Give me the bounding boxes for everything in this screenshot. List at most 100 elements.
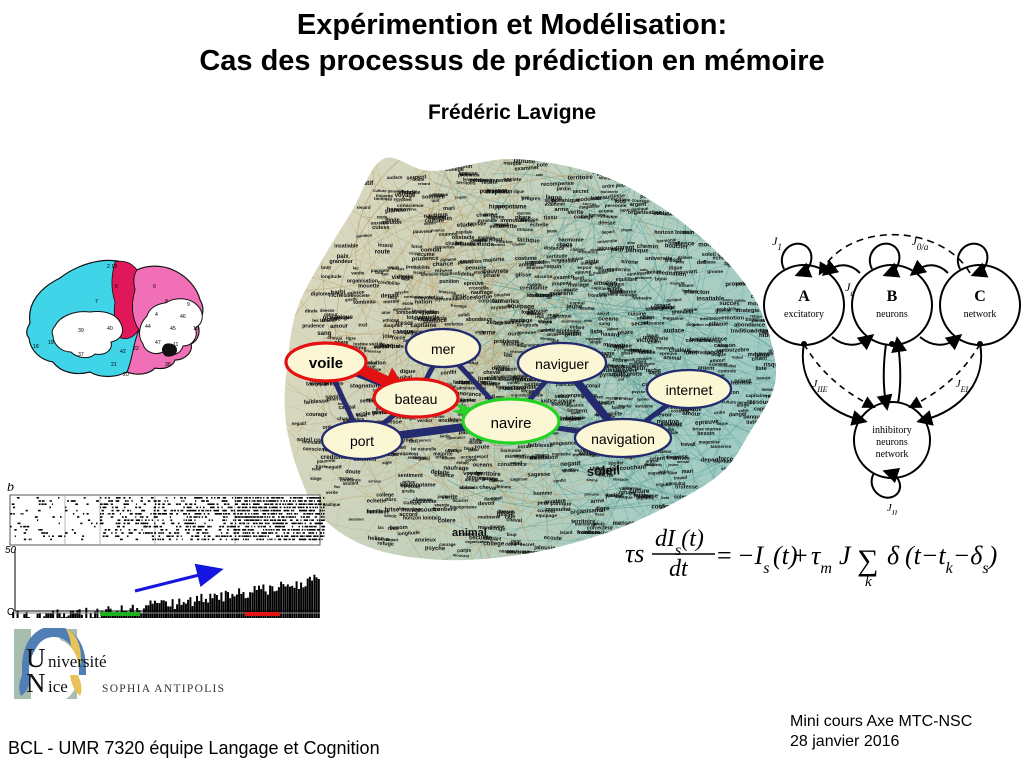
svg-text:dauphin: dauphin — [428, 214, 453, 222]
svg-text:moyenne: moyenne — [604, 282, 624, 287]
svg-text:secret: secret — [573, 189, 589, 195]
svg-text:animal: animal — [663, 355, 682, 362]
svg-text:gnome: gnome — [489, 524, 505, 529]
svg-text:−Is: −Is — [737, 541, 769, 577]
svg-text:conflit: conflit — [440, 370, 457, 377]
svg-text:secret: secret — [520, 542, 535, 548]
svg-text:barbi: barbi — [331, 289, 346, 296]
svg-text:parent: parent — [458, 260, 474, 267]
svg-text:trahison: trahison — [496, 367, 517, 374]
svg-text:jeune: jeune — [565, 304, 583, 311]
svg-text:spoiler: spoiler — [532, 553, 555, 560]
svg-text:diplome: diplome — [311, 292, 331, 298]
svg-text:orient: orient — [734, 378, 751, 385]
svg-text:courage: courage — [445, 448, 463, 453]
svg-text:soleil: soleil — [732, 354, 743, 360]
svg-text:tout: tout — [492, 299, 503, 305]
svg-text:4: 4 — [155, 312, 158, 318]
svg-text:dt: dt — [669, 556, 689, 582]
svg-text:force: force — [718, 456, 734, 463]
svg-text:jeune: jeune — [667, 462, 679, 467]
svg-text:declarer: declarer — [349, 516, 365, 521]
svg-text:aigle: aigle — [382, 459, 393, 465]
svg-text:niversité: niversité — [48, 652, 107, 671]
svg-text:JII: JII — [887, 502, 898, 515]
svg-text:bouclier: bouclier — [453, 498, 469, 503]
svg-text:lagon: lagon — [647, 333, 659, 338]
svg-text:46: 46 — [180, 314, 186, 320]
svg-text:longitude: longitude — [321, 274, 342, 279]
svg-text:42: 42 — [120, 349, 126, 355]
svg-text:tactique: tactique — [553, 313, 572, 319]
svg-text:ice: ice — [48, 677, 68, 696]
svg-text:N: N — [26, 668, 46, 698]
svg-text:animal: animal — [677, 460, 689, 464]
svg-text:22: 22 — [133, 346, 139, 352]
svg-text:8: 8 — [165, 299, 168, 305]
svg-text:40: 40 — [107, 326, 113, 332]
svg-text:territoire: territoire — [475, 470, 501, 478]
svg-text:digue: digue — [400, 369, 416, 375]
svg-text:chaine: chaine — [445, 241, 463, 248]
svg-text:sirene: sirene — [621, 259, 639, 266]
svg-text:desir: desir — [452, 292, 467, 300]
svg-text:corps: corps — [478, 298, 492, 304]
svg-text:recompense: recompense — [541, 181, 574, 188]
svg-text:jalousie: jalousie — [533, 545, 555, 552]
svg-text:travail: travail — [681, 442, 697, 448]
svg-text:doute: doute — [412, 177, 425, 182]
svg-text:sirene: sirene — [598, 175, 612, 181]
svg-text:valeur: valeur — [607, 326, 619, 331]
svg-text:loi: loi — [716, 350, 723, 356]
svg-text:tresor: tresor — [724, 261, 740, 267]
svg-text:casque: casque — [393, 329, 415, 336]
svg-text:cale: cale — [640, 268, 647, 272]
svg-text:meditation: meditation — [700, 315, 722, 321]
svg-text:estuaire: estuaire — [633, 296, 652, 302]
svg-text:bouclier: bouclier — [494, 292, 511, 298]
svg-text:=: = — [717, 541, 732, 570]
svg-text:audace: audace — [663, 328, 685, 335]
svg-text:universite: universite — [645, 256, 673, 262]
svg-text:evolution: evolution — [445, 322, 464, 327]
svg-text:valeur: valeur — [555, 394, 570, 400]
svg-text:orgueil: orgueil — [525, 260, 545, 266]
svg-text:orgueil: orgueil — [511, 393, 524, 398]
svg-text:depart: depart — [505, 541, 520, 547]
svg-text:depart: depart — [381, 293, 399, 300]
svg-text:verdict: verdict — [417, 418, 433, 423]
svg-text:SOPHIA ANTIPOLIS: SOPHIA ANTIPOLIS — [102, 683, 225, 695]
svg-text:grandeur: grandeur — [329, 259, 353, 265]
svg-text:tigre: tigre — [316, 464, 327, 470]
svg-text:horizon lointain: horizon lointain — [654, 230, 694, 236]
svg-text:morale: morale — [698, 243, 718, 249]
svg-text:lezard: lezard — [560, 530, 573, 535]
svg-text:argent: argent — [646, 458, 659, 463]
svg-text:loi naturelle: loi naturelle — [411, 447, 437, 452]
svg-text:conflit: conflit — [553, 478, 566, 484]
svg-text:sirene: sirene — [586, 477, 599, 483]
svg-text:δ: δ — [887, 541, 900, 570]
svg-text:dogue: dogue — [686, 322, 699, 327]
svg-text:secret: secret — [597, 311, 610, 316]
svg-text:force: force — [411, 244, 423, 249]
svg-text:J0/a: J0/a — [912, 234, 929, 252]
svg-text:consultat: consultat — [546, 507, 571, 513]
svg-text:inhibitory: inhibitory — [872, 425, 911, 436]
svg-text:equilibre: equilibre — [561, 467, 579, 472]
svg-text:mer: mer — [431, 341, 455, 357]
svg-text:amitie: amitie — [580, 278, 593, 283]
svg-text:ecoute: ecoute — [544, 535, 562, 542]
svg-text:renard: renard — [654, 303, 671, 309]
svg-text:internet: internet — [666, 382, 713, 398]
svg-text:securite: securite — [534, 274, 552, 279]
svg-text:cuisse: cuisse — [609, 194, 625, 200]
svg-text:∑: ∑ — [857, 544, 878, 577]
svg-text:negatif: negatif — [352, 180, 374, 187]
svg-text:negatif: negatif — [326, 464, 342, 470]
svg-text:chaleur: chaleur — [669, 347, 692, 354]
svg-text:credibilite: credibilite — [520, 285, 549, 291]
svg-text:exil: exil — [358, 322, 367, 328]
svg-text:excitatory: excitatory — [784, 309, 824, 320]
svg-text:sagesse: sagesse — [527, 472, 551, 479]
